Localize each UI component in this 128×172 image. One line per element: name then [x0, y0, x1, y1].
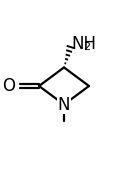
Text: 2: 2	[83, 42, 90, 52]
Text: NH: NH	[71, 35, 96, 53]
Text: O: O	[2, 77, 15, 95]
Text: N: N	[58, 96, 70, 114]
